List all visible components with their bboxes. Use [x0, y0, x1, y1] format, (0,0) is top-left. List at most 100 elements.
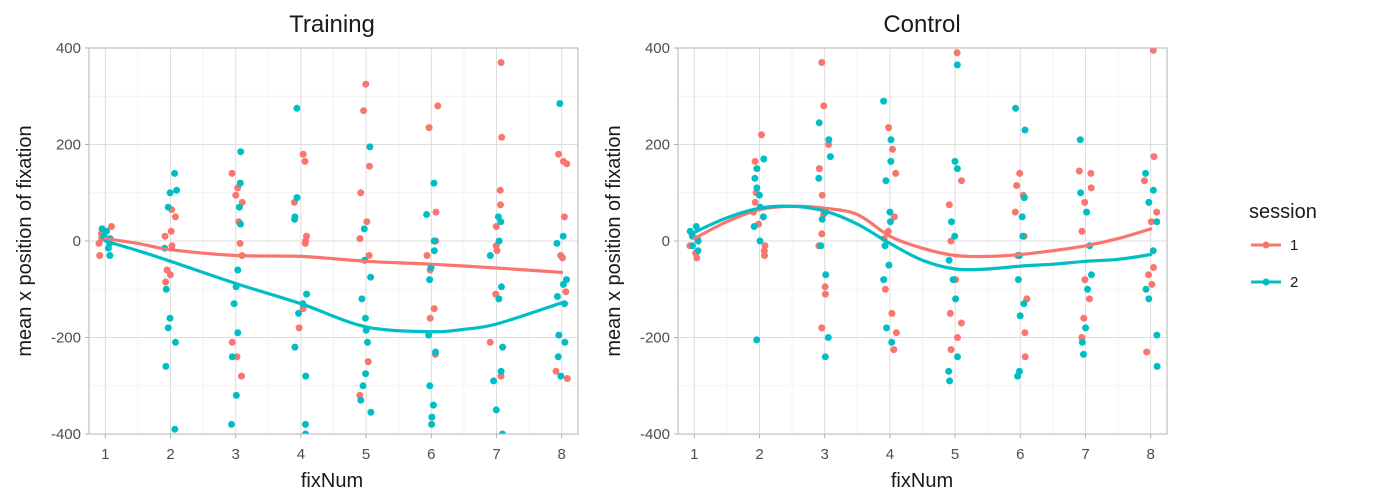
- point-session-1: [423, 252, 431, 259]
- point-session-1: [301, 157, 309, 165]
- point-session-1: [96, 252, 104, 259]
- point-session-1: [232, 191, 240, 199]
- y-tick-label: 0: [73, 233, 81, 250]
- y-axis-title-training: mean x position of fixation: [14, 125, 36, 356]
- point-session-2: [293, 104, 301, 112]
- point-session-2: [815, 119, 823, 127]
- point-session-2: [1082, 324, 1090, 332]
- x-tick-label: 1: [690, 446, 698, 463]
- point-session-1: [1078, 227, 1086, 235]
- point-session-1: [434, 102, 442, 110]
- point-session-2: [492, 406, 500, 414]
- point-session-2: [759, 213, 767, 221]
- point-session-2: [1087, 271, 1095, 279]
- point-session-1: [1087, 169, 1095, 177]
- y-tick-label: -200: [640, 330, 670, 347]
- point-session-2: [303, 290, 311, 298]
- y-tick-label: -400: [640, 426, 670, 443]
- point-session-2: [432, 348, 439, 356]
- point-session-1: [1087, 184, 1095, 192]
- y-tick-label: 400: [645, 40, 670, 57]
- plot-area-training: -400 -200 0 200 400 1 2 3 4 5 6 7 8: [51, 40, 579, 463]
- point-session-1: [1081, 276, 1089, 284]
- point-session-2: [1080, 350, 1087, 358]
- point-session-2: [954, 353, 961, 361]
- point-session-2: [1014, 372, 1022, 380]
- smooth-line-session-2: [692, 204, 1153, 272]
- point-session-1: [486, 338, 494, 346]
- point-session-1: [957, 319, 965, 327]
- point-session-2: [824, 334, 832, 341]
- point-session-2: [228, 420, 235, 428]
- y-tick-label: 0: [662, 233, 670, 250]
- point-session-1: [954, 334, 961, 341]
- point-session-2: [367, 408, 375, 416]
- point-session-2: [364, 338, 371, 346]
- point-session-2: [1142, 285, 1150, 293]
- point-session-2: [881, 242, 889, 250]
- point-session-1: [818, 191, 826, 199]
- point-session-1: [498, 133, 506, 141]
- point-session-1: [1145, 271, 1152, 279]
- point-session-1: [1021, 329, 1029, 337]
- point-session-2: [358, 295, 366, 303]
- point-session-2: [815, 174, 823, 182]
- point-session-2: [426, 382, 434, 390]
- point-session-1: [555, 150, 563, 158]
- point-session-2: [104, 244, 112, 252]
- point-session-2: [817, 242, 825, 250]
- point-session-1: [299, 150, 307, 158]
- point-session-1: [1150, 153, 1158, 161]
- point-session-1: [108, 223, 115, 230]
- panel-title-training: Training: [289, 11, 375, 38]
- point-session-2: [171, 425, 179, 433]
- point-session-2: [694, 247, 702, 255]
- point-session-1: [818, 230, 826, 238]
- legend-entry-1: 1: [1251, 237, 1298, 254]
- point-session-1: [881, 285, 889, 293]
- point-session-1: [946, 309, 954, 317]
- point-session-2: [235, 203, 243, 211]
- point-session-1: [228, 169, 236, 177]
- point-session-2: [228, 353, 236, 361]
- point-session-2: [426, 276, 434, 284]
- point-session-1: [366, 162, 373, 170]
- data-layer-training: [95, 59, 571, 434]
- legend-key-point-2: [1262, 278, 1270, 286]
- point-session-2: [1078, 338, 1086, 346]
- point-session-1: [295, 324, 303, 332]
- point-session-2: [689, 242, 696, 250]
- point-session-2: [499, 343, 507, 351]
- point-session-2: [428, 420, 436, 428]
- point-session-2: [882, 177, 890, 185]
- point-session-1: [815, 165, 823, 173]
- point-session-2: [367, 273, 375, 281]
- point-session-2: [236, 179, 244, 187]
- point-session-2: [171, 169, 179, 177]
- point-session-1: [356, 235, 364, 243]
- point-session-2: [1014, 276, 1022, 284]
- point-session-1: [563, 375, 571, 382]
- point-session-2: [885, 261, 893, 269]
- point-session-2: [753, 184, 761, 192]
- legend-label-2: 2: [1290, 274, 1298, 291]
- point-session-2: [886, 218, 894, 226]
- point-session-2: [430, 247, 438, 255]
- point-session-2: [559, 280, 567, 288]
- point-session-2: [495, 237, 503, 245]
- point-session-2: [887, 136, 895, 144]
- point-session-1: [821, 290, 829, 298]
- point-session-1: [947, 346, 955, 354]
- point-session-1: [1153, 208, 1161, 216]
- point-session-2: [1019, 232, 1027, 240]
- point-session-2: [553, 293, 561, 300]
- point-session-1: [360, 107, 368, 115]
- y-tick-label: 400: [56, 40, 81, 57]
- point-session-2: [1012, 104, 1020, 112]
- point-session-2: [302, 430, 309, 434]
- point-session-2: [1016, 312, 1024, 320]
- point-session-1: [1149, 48, 1157, 54]
- x-tick-label: 2: [755, 446, 763, 463]
- point-session-1: [820, 102, 828, 110]
